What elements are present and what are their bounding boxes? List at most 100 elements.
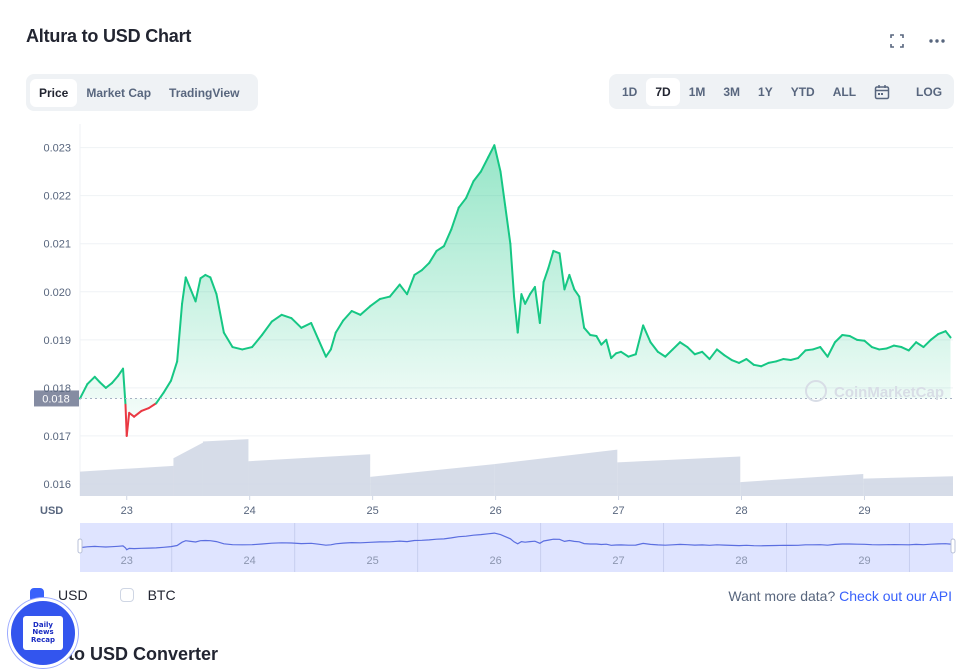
price-line-segment xyxy=(516,293,523,334)
volume-bar xyxy=(173,442,203,496)
badge-word-2: News xyxy=(32,628,54,637)
price-line-segment xyxy=(406,273,416,296)
price-line-segment xyxy=(524,293,532,305)
range-1y[interactable]: 1Y xyxy=(758,84,773,99)
price-line-segment xyxy=(826,341,836,358)
coinmarketcap-logo-icon xyxy=(805,380,827,402)
more-dots-icon[interactable] xyxy=(928,32,946,50)
range-1d[interactable]: 1D xyxy=(622,84,638,99)
x-tick-label: 29 xyxy=(858,505,870,517)
volume-bar xyxy=(80,465,174,496)
price-line-segment xyxy=(499,170,507,209)
volume-bar xyxy=(494,449,618,496)
range-3m[interactable]: 3M xyxy=(723,84,741,99)
price-line-segment xyxy=(487,144,496,159)
y-tick-label: 0.016 xyxy=(43,479,71,491)
tab-tradingview[interactable]: TradingView xyxy=(169,85,240,100)
price-line-segment xyxy=(504,206,512,245)
range-1m[interactable]: 1M xyxy=(688,84,706,99)
price-line-segment xyxy=(907,341,918,352)
tab-price[interactable]: Price xyxy=(30,78,78,107)
price-line-segment xyxy=(589,334,598,337)
legend-usd-label: USD xyxy=(58,587,88,603)
price-line-segment xyxy=(324,348,332,358)
navigator-tick-label: 28 xyxy=(735,555,747,567)
price-line-segment xyxy=(568,273,576,291)
api-prompt-text: Want more data? xyxy=(728,588,836,604)
price-line-segment xyxy=(642,324,652,344)
price-chart[interactable]: 0.018 0.016 0.017 0.018 0.019 0.020 0.021 0.02… xyxy=(0,120,966,580)
volume-bar xyxy=(617,456,741,496)
range-ytd[interactable]: YTD xyxy=(790,84,815,99)
x-tick-label: 28 xyxy=(735,505,747,517)
price-line-segment xyxy=(578,295,586,329)
price-line-segment xyxy=(573,288,581,298)
price-line-segment xyxy=(634,324,645,356)
price-line-segment xyxy=(122,367,127,406)
range-7d[interactable]: 7D xyxy=(646,77,680,106)
price-line-segment xyxy=(610,352,618,360)
price-line-segment xyxy=(819,346,829,358)
price-line-segment xyxy=(841,334,851,337)
price-line-segment xyxy=(125,411,131,437)
price-line-segment xyxy=(671,341,682,351)
price-line-segment xyxy=(900,346,910,352)
price-line-segment xyxy=(241,346,254,351)
price-line-segment xyxy=(260,320,273,337)
badge-film-icon: Daily News Recap xyxy=(23,616,63,650)
time-range-tabs: 1D 7D 1M 3M 1Y YTD ALL LOG xyxy=(609,74,954,109)
price-line-segment xyxy=(420,261,431,272)
legend-btc[interactable]: BTC xyxy=(119,587,176,603)
volume-bar xyxy=(740,473,864,496)
price-line-segment xyxy=(110,374,120,385)
price-line-segment xyxy=(181,276,187,305)
price-line-segment xyxy=(563,273,571,291)
price-line-segment xyxy=(856,338,866,342)
price-line-segment xyxy=(929,333,940,341)
y-tick-label: 0.018 xyxy=(43,383,71,395)
price-line-segment xyxy=(128,411,136,418)
x-tick-label: 24 xyxy=(244,505,256,517)
navigator-left-handle[interactable] xyxy=(77,538,83,554)
price-line-segment xyxy=(848,334,859,341)
navigator-line xyxy=(79,532,951,551)
price-line-segment xyxy=(450,206,460,231)
y-tick-label: 0.020 xyxy=(43,287,71,299)
x-tick-label: 27 xyxy=(612,505,624,517)
price-line-segment xyxy=(194,277,202,303)
tab-market-cap[interactable]: Market Cap xyxy=(86,85,152,100)
price-line-segment xyxy=(93,375,101,384)
price-line-segment xyxy=(937,330,947,336)
navigator-right-handle[interactable] xyxy=(950,538,956,554)
price-line-segment xyxy=(679,341,689,349)
api-prompt: Want more data? Check out our API xyxy=(728,588,952,604)
y-tick-label: 0.021 xyxy=(43,239,71,251)
calendar-icon[interactable] xyxy=(865,79,899,105)
price-line-segment xyxy=(863,339,873,349)
price-line-segment xyxy=(435,245,445,252)
price-line-segment xyxy=(86,375,96,386)
daily-news-recap-badge[interactable]: Daily News Recap xyxy=(8,598,78,668)
chart-title: Altura to USD Chart xyxy=(26,26,192,46)
price-line-segment xyxy=(833,334,844,344)
price-line-segment xyxy=(767,360,777,364)
btc-checkbox[interactable] xyxy=(119,588,134,602)
header-actions xyxy=(888,32,946,50)
log-toggle[interactable]: LOG xyxy=(916,84,943,99)
price-line-segment xyxy=(547,249,555,269)
price-line-segment xyxy=(290,317,303,329)
price-line-segment xyxy=(558,252,566,291)
price-line-segment xyxy=(215,293,225,334)
price-line-segment xyxy=(300,322,313,329)
api-link[interactable]: Check out our API xyxy=(839,588,952,604)
price-line-segment xyxy=(738,358,748,364)
price-line-segment xyxy=(140,407,150,412)
range-all[interactable]: ALL xyxy=(832,84,857,99)
volume-bar xyxy=(202,439,249,496)
price-line-segment xyxy=(774,358,785,363)
price-line-segment xyxy=(892,344,903,349)
price-line-segment xyxy=(310,322,320,341)
expand-icon[interactable] xyxy=(888,32,906,50)
price-line-segment xyxy=(457,197,468,209)
price-line-segment xyxy=(472,170,482,183)
